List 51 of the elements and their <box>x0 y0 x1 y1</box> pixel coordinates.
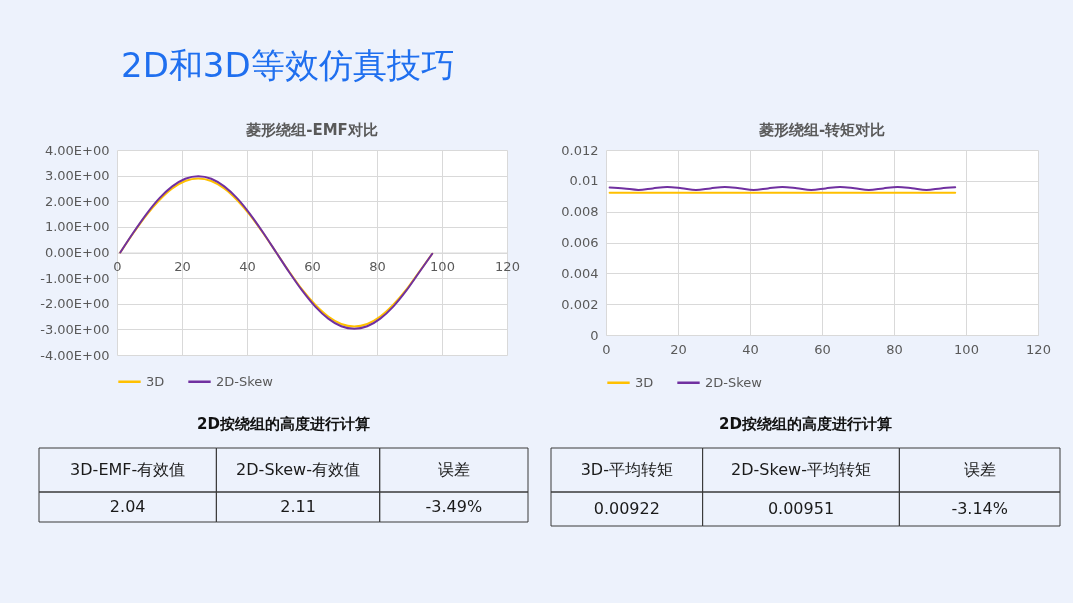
y-tick-label: 0.012 <box>561 142 599 158</box>
chart-title: 菱形绕组-转矩对比 <box>757 121 886 139</box>
x-tick-label: 0 <box>602 341 611 357</box>
y-tick-label: 4.00E+00 <box>44 142 110 158</box>
x-tick-label: 40 <box>742 341 759 357</box>
text: 2D按绕组的高度进行计算 <box>197 414 370 433</box>
text: 0.00951 <box>767 499 835 518</box>
y-tick-label: 0.008 <box>561 204 599 220</box>
text: 误差 <box>963 460 996 479</box>
x-tick-label: 20 <box>174 259 191 274</box>
x-tick-label: 120 <box>495 259 520 274</box>
text: 2D-Skew-有效值 <box>236 460 360 479</box>
y-tick-label: 0.002 <box>561 296 599 312</box>
text: 0.00922 <box>593 499 660 518</box>
x-tick-label: 100 <box>430 259 455 274</box>
y-tick-label: -1.00E+00 <box>40 270 110 286</box>
x-tick-label: 120 <box>1026 341 1051 357</box>
text: 2D-Skew-平均转矩 <box>731 460 871 479</box>
legend-label: 2D-Skew <box>216 373 274 389</box>
text: 3D-平均转矩 <box>580 460 673 479</box>
x-tick-label: 100 <box>954 341 979 357</box>
y-tick-label: 0 <box>590 327 599 343</box>
x-tick-label: 80 <box>886 341 903 357</box>
text: 2D和3D等效仿真技巧 <box>121 45 455 85</box>
x-tick-label: 0 <box>113 259 122 274</box>
text: 2.04 <box>109 497 146 516</box>
y-tick-label: 0.01 <box>569 173 599 189</box>
y-tick-label: 0.004 <box>561 265 599 281</box>
legend-label: 3D <box>635 374 654 390</box>
text: 2D按绕组的高度进行计算 <box>719 414 892 433</box>
y-tick-label: -2.00E+00 <box>40 296 110 312</box>
y-tick-label: 3.00E+00 <box>44 168 110 184</box>
y-tick-label: 0.00E+00 <box>44 245 110 260</box>
x-tick-label: 60 <box>814 341 831 357</box>
y-tick-label: -3.00E+00 <box>40 321 110 337</box>
y-tick-label: 1.00E+00 <box>44 219 110 235</box>
legend-label: 3D <box>146 373 165 389</box>
x-tick-label: 40 <box>239 259 256 274</box>
text: 3D-EMF-有效值 <box>70 460 186 479</box>
chart-title: 菱形绕组-EMF对比 <box>245 121 378 139</box>
x-tick-label: 20 <box>670 341 687 357</box>
text: -3.49% <box>425 497 483 516</box>
y-tick-label: 0.006 <box>561 235 599 250</box>
text: 2.11 <box>280 497 316 516</box>
y-tick-label: 2.00E+00 <box>44 193 110 209</box>
text: -3.14% <box>951 499 1008 518</box>
x-tick-label: 60 <box>304 259 321 274</box>
x-tick-label: 80 <box>369 259 386 274</box>
text: 误差 <box>437 460 470 479</box>
y-tick-label: -4.00E+00 <box>40 347 110 363</box>
legend-label: 2D-Skew <box>705 374 763 390</box>
